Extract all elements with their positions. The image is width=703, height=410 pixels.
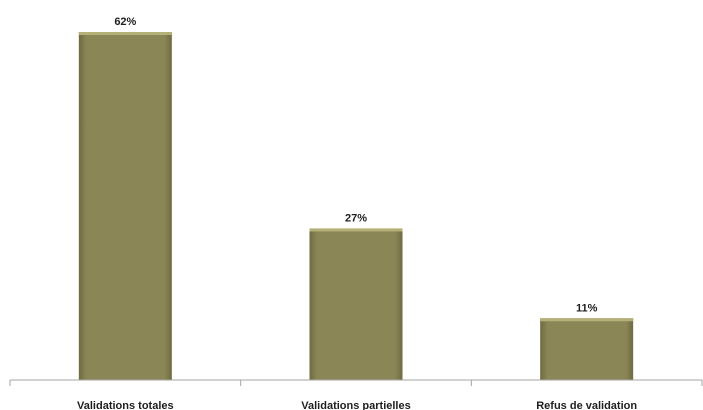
x-axis-tick-labels: Validations totales Validations partielle…	[77, 400, 637, 410]
bar-2	[309, 228, 403, 380]
x-tick-label-2: Validations partielles	[301, 400, 410, 410]
x-tick-label-1: Validations totales	[77, 400, 174, 410]
x-tick-label-3: Refus de validation	[536, 400, 637, 410]
bar-1-top-edge	[78, 32, 172, 35]
bar-3	[540, 318, 634, 380]
data-label-2: 27%	[345, 212, 367, 224]
bar-1	[78, 32, 172, 380]
data-label-3: 11%	[576, 302, 598, 314]
data-labels-layer: 62% 27% 11%	[114, 16, 597, 314]
data-label-1: 62%	[114, 16, 136, 28]
bar-2-top-edge	[309, 228, 403, 232]
bar-3-top-edge	[540, 318, 634, 322]
x-axis-ticks	[9, 380, 703, 386]
bars-layer	[78, 32, 634, 380]
